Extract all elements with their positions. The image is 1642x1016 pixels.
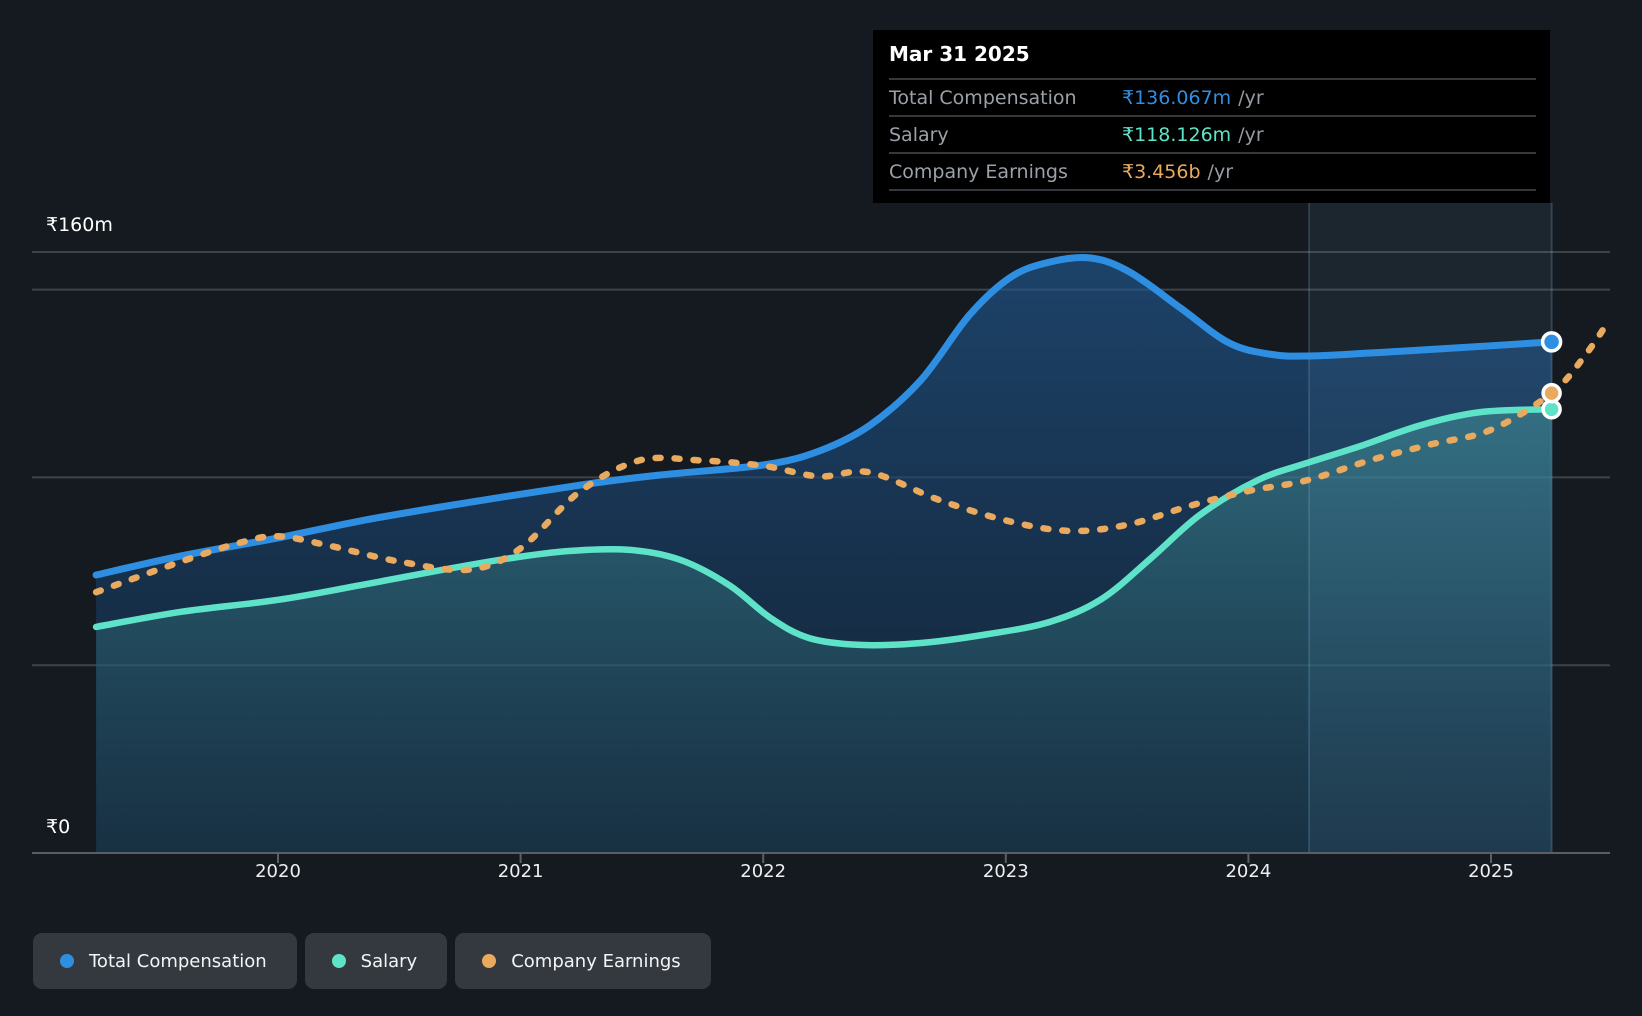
chart-legend: Total Compensation Salary Company Earnings (33, 933, 711, 989)
legend-item-label: Company Earnings (511, 950, 681, 972)
tooltip-value-suffix: /yr (1207, 160, 1234, 183)
tooltip-row-salary: Salary ₹118.126m/yr (889, 115, 1536, 152)
tooltip-row-company_earnings: Company Earnings ₹3.456b/yr (889, 152, 1536, 189)
x-axis-label-2020: 2020 (255, 861, 301, 882)
area-fills (96, 257, 1552, 853)
legend-item-company_earnings[interactable]: Company Earnings (455, 933, 711, 989)
tooltip-value: ₹3.456b (1122, 160, 1201, 183)
x-axis-label-2024: 2024 (1225, 861, 1272, 882)
tooltip-date-title: Mar 31 2025 (889, 42, 1030, 66)
x-axis-label-2021: 2021 (497, 861, 544, 882)
y-axis-label-zero: ₹0 (46, 816, 71, 838)
legend-item-salary[interactable]: Salary (304, 933, 448, 989)
y-axis-label-max: ₹160m (46, 214, 113, 236)
tooltip-value: ₹136.067m (1122, 86, 1232, 109)
x-axis (32, 852, 1610, 863)
tooltip-value: ₹118.126m (1122, 123, 1232, 146)
tooltip-value-suffix: /yr (1238, 123, 1264, 146)
company-earnings-marker (1541, 382, 1562, 404)
tooltip-label: Company Earnings (889, 160, 1068, 183)
x-axis-label-2025: 2025 (1468, 861, 1514, 882)
legend-item-total_compensation[interactable]: Total Compensation (33, 933, 297, 989)
highlight-band (1308, 203, 1553, 853)
salary-area (96, 409, 1552, 853)
x-axis-label-2022: 2022 (740, 861, 787, 882)
tooltip-row-total_compensation: Total Compensation ₹136.067m/yr (889, 78, 1536, 115)
tooltip-label: Total Compensation (889, 86, 1077, 109)
legend-dot-icon (331, 954, 346, 968)
company-earnings-line (92, 316, 1614, 596)
x-axis-label-2023: 2023 (982, 861, 1029, 882)
tooltip-label: Salary (889, 123, 949, 146)
end-markers (1540, 331, 1563, 420)
legend-dot-icon (482, 954, 497, 968)
tooltip-value-suffix: /yr (1238, 86, 1264, 109)
legend-item-label: Salary (360, 950, 418, 972)
legend-item-label: Total Compensation (89, 950, 267, 972)
salary-line (92, 406, 1555, 649)
tooltip-separator (889, 189, 1536, 191)
legend-dot-icon (60, 954, 74, 968)
total-compensation-line (92, 254, 1556, 579)
chart-tooltip: Mar 31 2025 Total Compensation ₹136.067m /… (873, 30, 1550, 203)
total-compensation-marker (1540, 331, 1563, 353)
